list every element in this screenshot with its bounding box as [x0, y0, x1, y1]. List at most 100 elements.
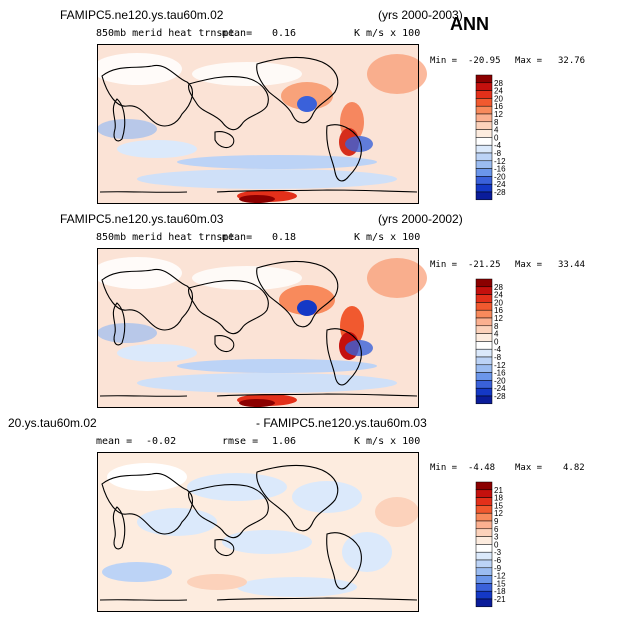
colorbar-box	[475, 590, 493, 600]
panel2-units: K m/s x 100	[354, 232, 421, 243]
colorbar-box	[475, 98, 493, 107]
colorbar-box	[475, 294, 493, 303]
colorbar-box	[475, 598, 493, 608]
colorbar-box	[475, 129, 493, 138]
panel1-map	[92, 44, 427, 204]
colorbar-tick-label: -8	[494, 353, 502, 362]
colorbar-box	[475, 575, 493, 584]
panel1-min-value: -20.95	[468, 56, 501, 66]
colorbar-tick-label: 20	[494, 94, 503, 103]
panel3-max-label: Max =	[515, 463, 543, 473]
panel1-field-anomalies	[92, 53, 427, 203]
panel3-mean-label: mean =	[96, 436, 133, 447]
colorbar-tick-label: -16	[494, 369, 506, 378]
panel1-units: K m/s x 100	[354, 28, 421, 39]
colorbar-tick-label: 0	[494, 337, 499, 346]
colorbar-tick-label: 0	[494, 133, 499, 142]
colorbar-box	[475, 380, 493, 389]
panel3-rmse-label: rmse =	[222, 436, 259, 447]
colorbar-box	[475, 286, 493, 295]
panel1-max-label: Max =	[515, 56, 543, 66]
panel3-units: K m/s x 100	[354, 436, 421, 447]
colorbar-box	[475, 551, 493, 561]
panel2-mean-label: mean=	[222, 232, 253, 243]
colorbar-tick-label: 4	[494, 126, 499, 135]
panel2-max-label: Max =	[515, 260, 543, 270]
colorbar-box	[475, 536, 493, 545]
colorbar-box	[475, 559, 493, 569]
colorbar-tick-label: -18	[494, 587, 506, 596]
panel2-max-value: 33.44	[558, 260, 586, 270]
colorbar-tick-label: -28	[494, 188, 506, 197]
colorbar-box	[475, 113, 493, 123]
colorbar-tick-label: 24	[494, 291, 503, 300]
colorbar-box	[475, 520, 493, 530]
colorbar-tick-label: -21	[494, 595, 506, 604]
panel2-field-anomalies	[92, 257, 427, 407]
panel2-subtitle: 850mb merid heat trnspt	[96, 232, 235, 243]
panel3-coastlines	[99, 465, 418, 601]
colorbar-tick-label: 3	[494, 533, 499, 542]
panel2-min-value: -21.25	[468, 260, 501, 270]
panel3-rmse-value: 1.06	[272, 436, 297, 447]
panel3-min-label: Min =	[430, 463, 458, 473]
colorbar-tick-label: 0	[494, 540, 499, 549]
colorbar-tick-label: -4	[494, 345, 502, 354]
colorbar-box	[475, 497, 493, 506]
colorbar-box	[475, 481, 493, 491]
colorbar-box	[475, 583, 493, 592]
colorbar-tick-label: -4	[494, 141, 502, 150]
colorbar-tick-label: 16	[494, 306, 503, 315]
colorbar-box	[475, 121, 493, 130]
colorbar-box	[475, 325, 493, 334]
colorbar-tick-label: -8	[494, 149, 502, 158]
colorbar-box	[475, 82, 493, 91]
colorbar-tick-label: -20	[494, 172, 506, 181]
colorbar-tick-label: 12	[494, 314, 503, 323]
colorbar-box	[475, 90, 493, 99]
panel2-title: FAMIPC5.ne120.ys.tau60m.03	[60, 212, 224, 226]
panel2-years: (yrs 2000-2002)	[378, 212, 463, 226]
colorbar-box	[475, 489, 493, 498]
panel1-coastlines	[99, 57, 418, 193]
colorbar-box	[475, 191, 493, 201]
colorbar-box	[475, 137, 493, 146]
colorbar-tick-label: 18	[494, 494, 503, 503]
colorbar-tick-label: 16	[494, 102, 503, 111]
colorbar-box	[475, 333, 493, 342]
panel3-min-value: -4.48	[468, 463, 496, 473]
colorbar-box	[475, 544, 493, 553]
colorbar-tick-label: 12	[494, 509, 503, 518]
panel1-mean-value: 0.16	[272, 28, 297, 39]
colorbar-tick-label: -20	[494, 376, 506, 385]
colorbar-box	[475, 341, 493, 350]
colorbar-box	[475, 183, 493, 193]
colorbar-tick-label: 20	[494, 298, 503, 307]
colorbar-box	[475, 348, 493, 358]
panel3-mean-value: -0.02	[146, 436, 177, 447]
colorbar-box	[475, 395, 493, 405]
colorbar-box	[475, 317, 493, 327]
colorbar-tick-label: 24	[494, 87, 503, 96]
colorbar-box	[475, 567, 493, 576]
panel3-title-right: - FAMIPC5.ne120.ys.tau60m.03	[256, 416, 427, 430]
colorbar-box	[475, 168, 493, 177]
colorbar-tick-label: 28	[494, 79, 503, 88]
colorbar-tick-label: 28	[494, 283, 503, 292]
colorbar-tick-label: -12	[494, 361, 506, 370]
panel2-mean-value: 0.18	[272, 232, 297, 243]
panel3-field-anomalies	[102, 463, 419, 597]
colorbar-box	[475, 372, 493, 381]
colorbar-box	[475, 512, 493, 522]
panel1-title: FAMIPC5.ne120.ys.tau60m.02	[60, 8, 224, 22]
panel1-min-label: Min =	[430, 56, 458, 66]
colorbar-tick-label: 4	[494, 330, 499, 339]
colorbar-tick-label: -16	[494, 165, 506, 174]
colorbar-tick-label: -24	[494, 384, 506, 393]
panel1-subtitle: 850mb merid heat trnspt	[96, 28, 235, 39]
panel2-min-label: Min =	[430, 260, 458, 270]
colorbar-tick-label: -12	[494, 572, 506, 581]
colorbar-tick-label: -9	[494, 564, 502, 573]
